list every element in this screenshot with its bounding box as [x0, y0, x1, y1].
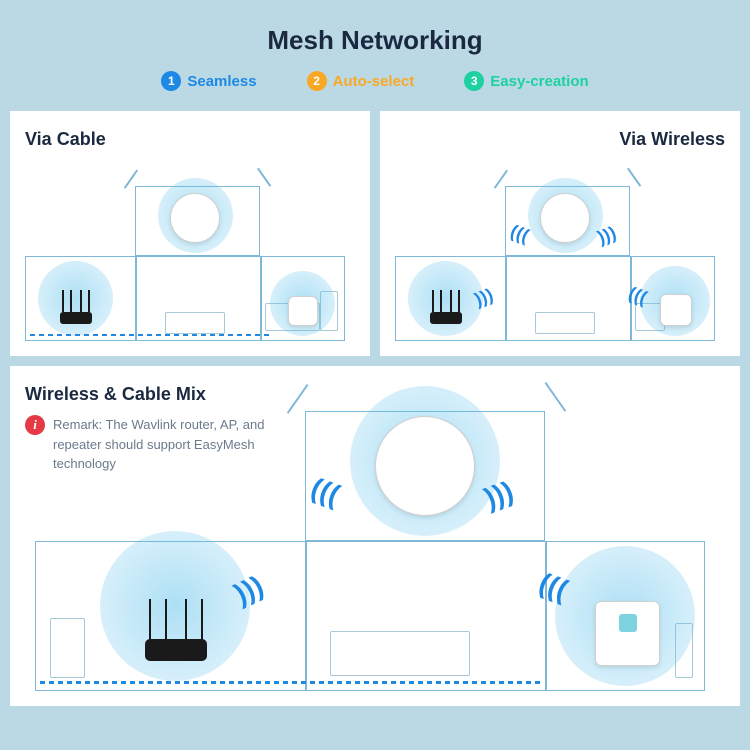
- feature-badge-2: 2: [307, 71, 327, 91]
- remark-text: Remark: The Wavlink router, AP, and repe…: [53, 415, 313, 474]
- feature-badge-3: 3: [464, 71, 484, 91]
- cable-line: [40, 681, 540, 684]
- feature-label-1: Seamless: [187, 73, 256, 90]
- panel-title-mix: Wireless & Cable Mix: [25, 384, 725, 405]
- feature-label-3: Easy-creation: [490, 73, 588, 90]
- panel-title-cable: Via Cable: [25, 129, 355, 150]
- page-title: Mesh Networking: [10, 25, 740, 56]
- cable-line: [30, 334, 270, 336]
- glow-router: [38, 261, 113, 336]
- panel-via-wireless: Via Wireless ))) ))): [380, 111, 740, 356]
- features-row: 1 Seamless 2 Auto-select 3 Easy-creation: [10, 71, 740, 91]
- router-icon: [145, 639, 207, 661]
- feature-seamless: 1 Seamless: [161, 71, 256, 91]
- ap-disc-icon: [170, 193, 220, 243]
- mesh-cube-icon: [660, 294, 692, 326]
- feature-easycreation: 3 Easy-creation: [464, 71, 588, 91]
- ap-disc-icon: [540, 193, 590, 243]
- router-icon: [430, 312, 462, 324]
- mesh-cube-icon: [595, 601, 660, 666]
- header: Mesh Networking 1 Seamless 2 Auto-select…: [10, 10, 740, 101]
- feature-badge-1: 1: [161, 71, 181, 91]
- panel-title-wireless: Via Wireless: [395, 129, 725, 150]
- panel-mix: Wireless & Cable Mix i Remark: The Wavli…: [10, 366, 740, 706]
- feature-label-2: Auto-select: [333, 73, 415, 90]
- top-panels: Via Cable: [10, 111, 740, 356]
- feature-autoselect: 2 Auto-select: [307, 71, 415, 91]
- panel-via-cable: Via Cable: [10, 111, 370, 356]
- ap-disc-icon: [375, 416, 475, 516]
- info-icon: i: [25, 415, 45, 435]
- mesh-cube-icon: [288, 296, 318, 326]
- router-icon: [60, 312, 92, 324]
